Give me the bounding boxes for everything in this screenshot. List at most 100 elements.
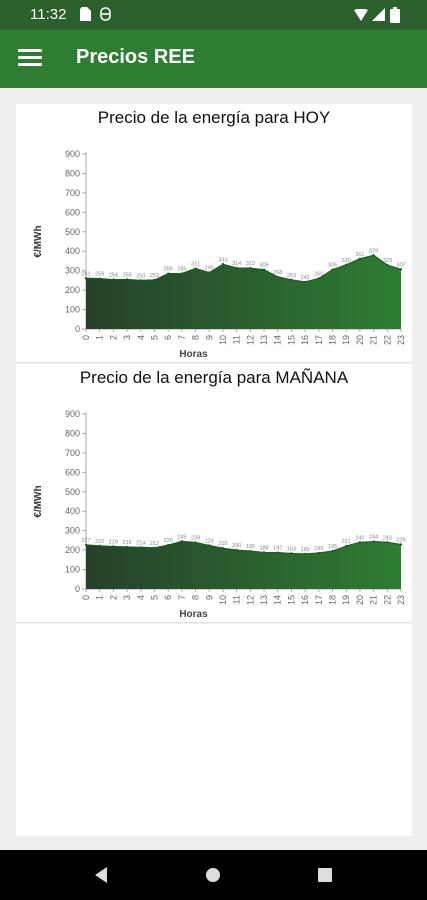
data-label: 329: [383, 258, 392, 264]
x-tick-label: 21: [369, 335, 379, 345]
chart-today: 0100200300400500600700800900261025912542…: [33, 149, 406, 360]
x-tick-label: 4: [136, 335, 146, 340]
y-tick-label: 400: [65, 246, 80, 256]
data-point: [358, 257, 362, 261]
y-tick-label: 900: [65, 149, 80, 159]
data-label: 214: [136, 540, 145, 546]
data-point: [98, 277, 101, 280]
price-area: [86, 255, 401, 329]
data-label: 255: [122, 272, 131, 278]
data-point: [84, 277, 88, 280]
y-tick-label: 100: [65, 305, 80, 315]
data-point: [139, 546, 142, 549]
data-point: [180, 272, 184, 275]
data-point: [153, 546, 156, 549]
data-label: 185: [314, 546, 323, 552]
data-point: [372, 540, 375, 543]
app-title: Precios REE: [76, 46, 195, 68]
x-axis-title: Horas: [179, 349, 208, 360]
y-tick-label: 300: [65, 526, 80, 536]
data-label: 221: [342, 539, 351, 545]
data-saver-icon: [100, 7, 111, 21]
data-label: 259: [95, 272, 104, 278]
data-label: 305: [328, 263, 337, 269]
data-label: 330: [342, 258, 351, 264]
x-tick-label: 20: [355, 335, 365, 345]
data-point: [345, 544, 348, 548]
data-point: [249, 266, 252, 270]
x-tick-label: 9: [204, 335, 214, 340]
recents-icon[interactable]: [317, 867, 333, 883]
data-point: [331, 268, 334, 271]
data-point: [290, 278, 293, 282]
x-tick-label: 3: [122, 595, 132, 600]
data-label: 183: [287, 546, 296, 552]
x-tick-label: 9: [204, 595, 214, 600]
x-tick-label: 15: [286, 335, 296, 345]
y-tick-label: 200: [65, 285, 80, 295]
navigation-bar: [0, 850, 427, 900]
data-point: [139, 279, 142, 282]
data-point: [112, 545, 115, 548]
chart-tomorrow: 0100200300400500600700800900227022212192…: [33, 409, 406, 620]
x-tick-label: 20: [355, 595, 365, 605]
data-label: 219: [109, 539, 118, 545]
x-tick-label: 10: [218, 595, 228, 605]
y-tick-label: 0: [75, 584, 80, 594]
x-tick-label: 17: [314, 335, 324, 345]
status-time: 11:32: [30, 6, 67, 23]
x-tick-label: 13: [259, 335, 269, 345]
data-point: [194, 267, 197, 270]
data-label: 212: [150, 541, 159, 547]
data-point: [194, 541, 197, 544]
x-tick-label: 18: [328, 335, 338, 345]
data-point: [84, 543, 88, 547]
status-bar: 11:32: [0, 0, 427, 30]
data-label: 216: [122, 540, 131, 546]
x-tick-label: 18: [328, 595, 338, 605]
y-tick-label: 0: [75, 324, 80, 334]
x-tick-label: 7: [177, 595, 187, 600]
data-label: 245: [177, 534, 186, 540]
data-point: [235, 266, 238, 270]
x-tick-label: 12: [245, 595, 255, 605]
x-tick-label: 6: [163, 595, 173, 600]
data-point: [262, 268, 266, 271]
data-label: 252: [150, 273, 159, 279]
data-point: [386, 541, 389, 544]
data-point: [276, 275, 279, 279]
data-label: 188: [259, 545, 268, 551]
data-label: 242: [301, 275, 310, 281]
data-point: [235, 548, 238, 552]
x-tick-label: 22: [382, 595, 392, 605]
data-label: 195: [328, 544, 337, 550]
y-tick-label: 200: [65, 545, 80, 555]
data-label: 210: [218, 541, 227, 547]
data-point: [98, 544, 101, 548]
y-tick-label: 800: [65, 428, 80, 438]
menu-icon[interactable]: [18, 49, 42, 69]
y-tick-label: 400: [65, 506, 80, 516]
data-label: 314: [232, 261, 241, 267]
y-tick-label: 300: [65, 266, 80, 276]
y-tick-label: 500: [65, 487, 80, 497]
x-tick-label: 2: [108, 595, 118, 600]
data-point: [290, 552, 293, 555]
data-label: 250: [136, 273, 145, 279]
sim-card-icon: [80, 7, 91, 21]
y-tick-label: 900: [65, 409, 80, 419]
data-label: 305: [259, 263, 268, 269]
data-label: 268: [273, 270, 282, 276]
back-icon[interactable]: [93, 867, 109, 883]
data-point: [112, 278, 115, 281]
x-tick-label: 4: [136, 595, 146, 600]
data-point: [303, 280, 307, 284]
x-tick-label: 0: [81, 595, 91, 600]
x-axis-title: Horas: [179, 609, 208, 620]
home-icon[interactable]: [205, 867, 221, 883]
price-line: [85, 540, 402, 555]
battery-icon: [390, 7, 400, 23]
data-label: 224: [205, 538, 214, 544]
y-tick-label: 500: [65, 227, 80, 237]
signal-icon: [372, 8, 385, 21]
